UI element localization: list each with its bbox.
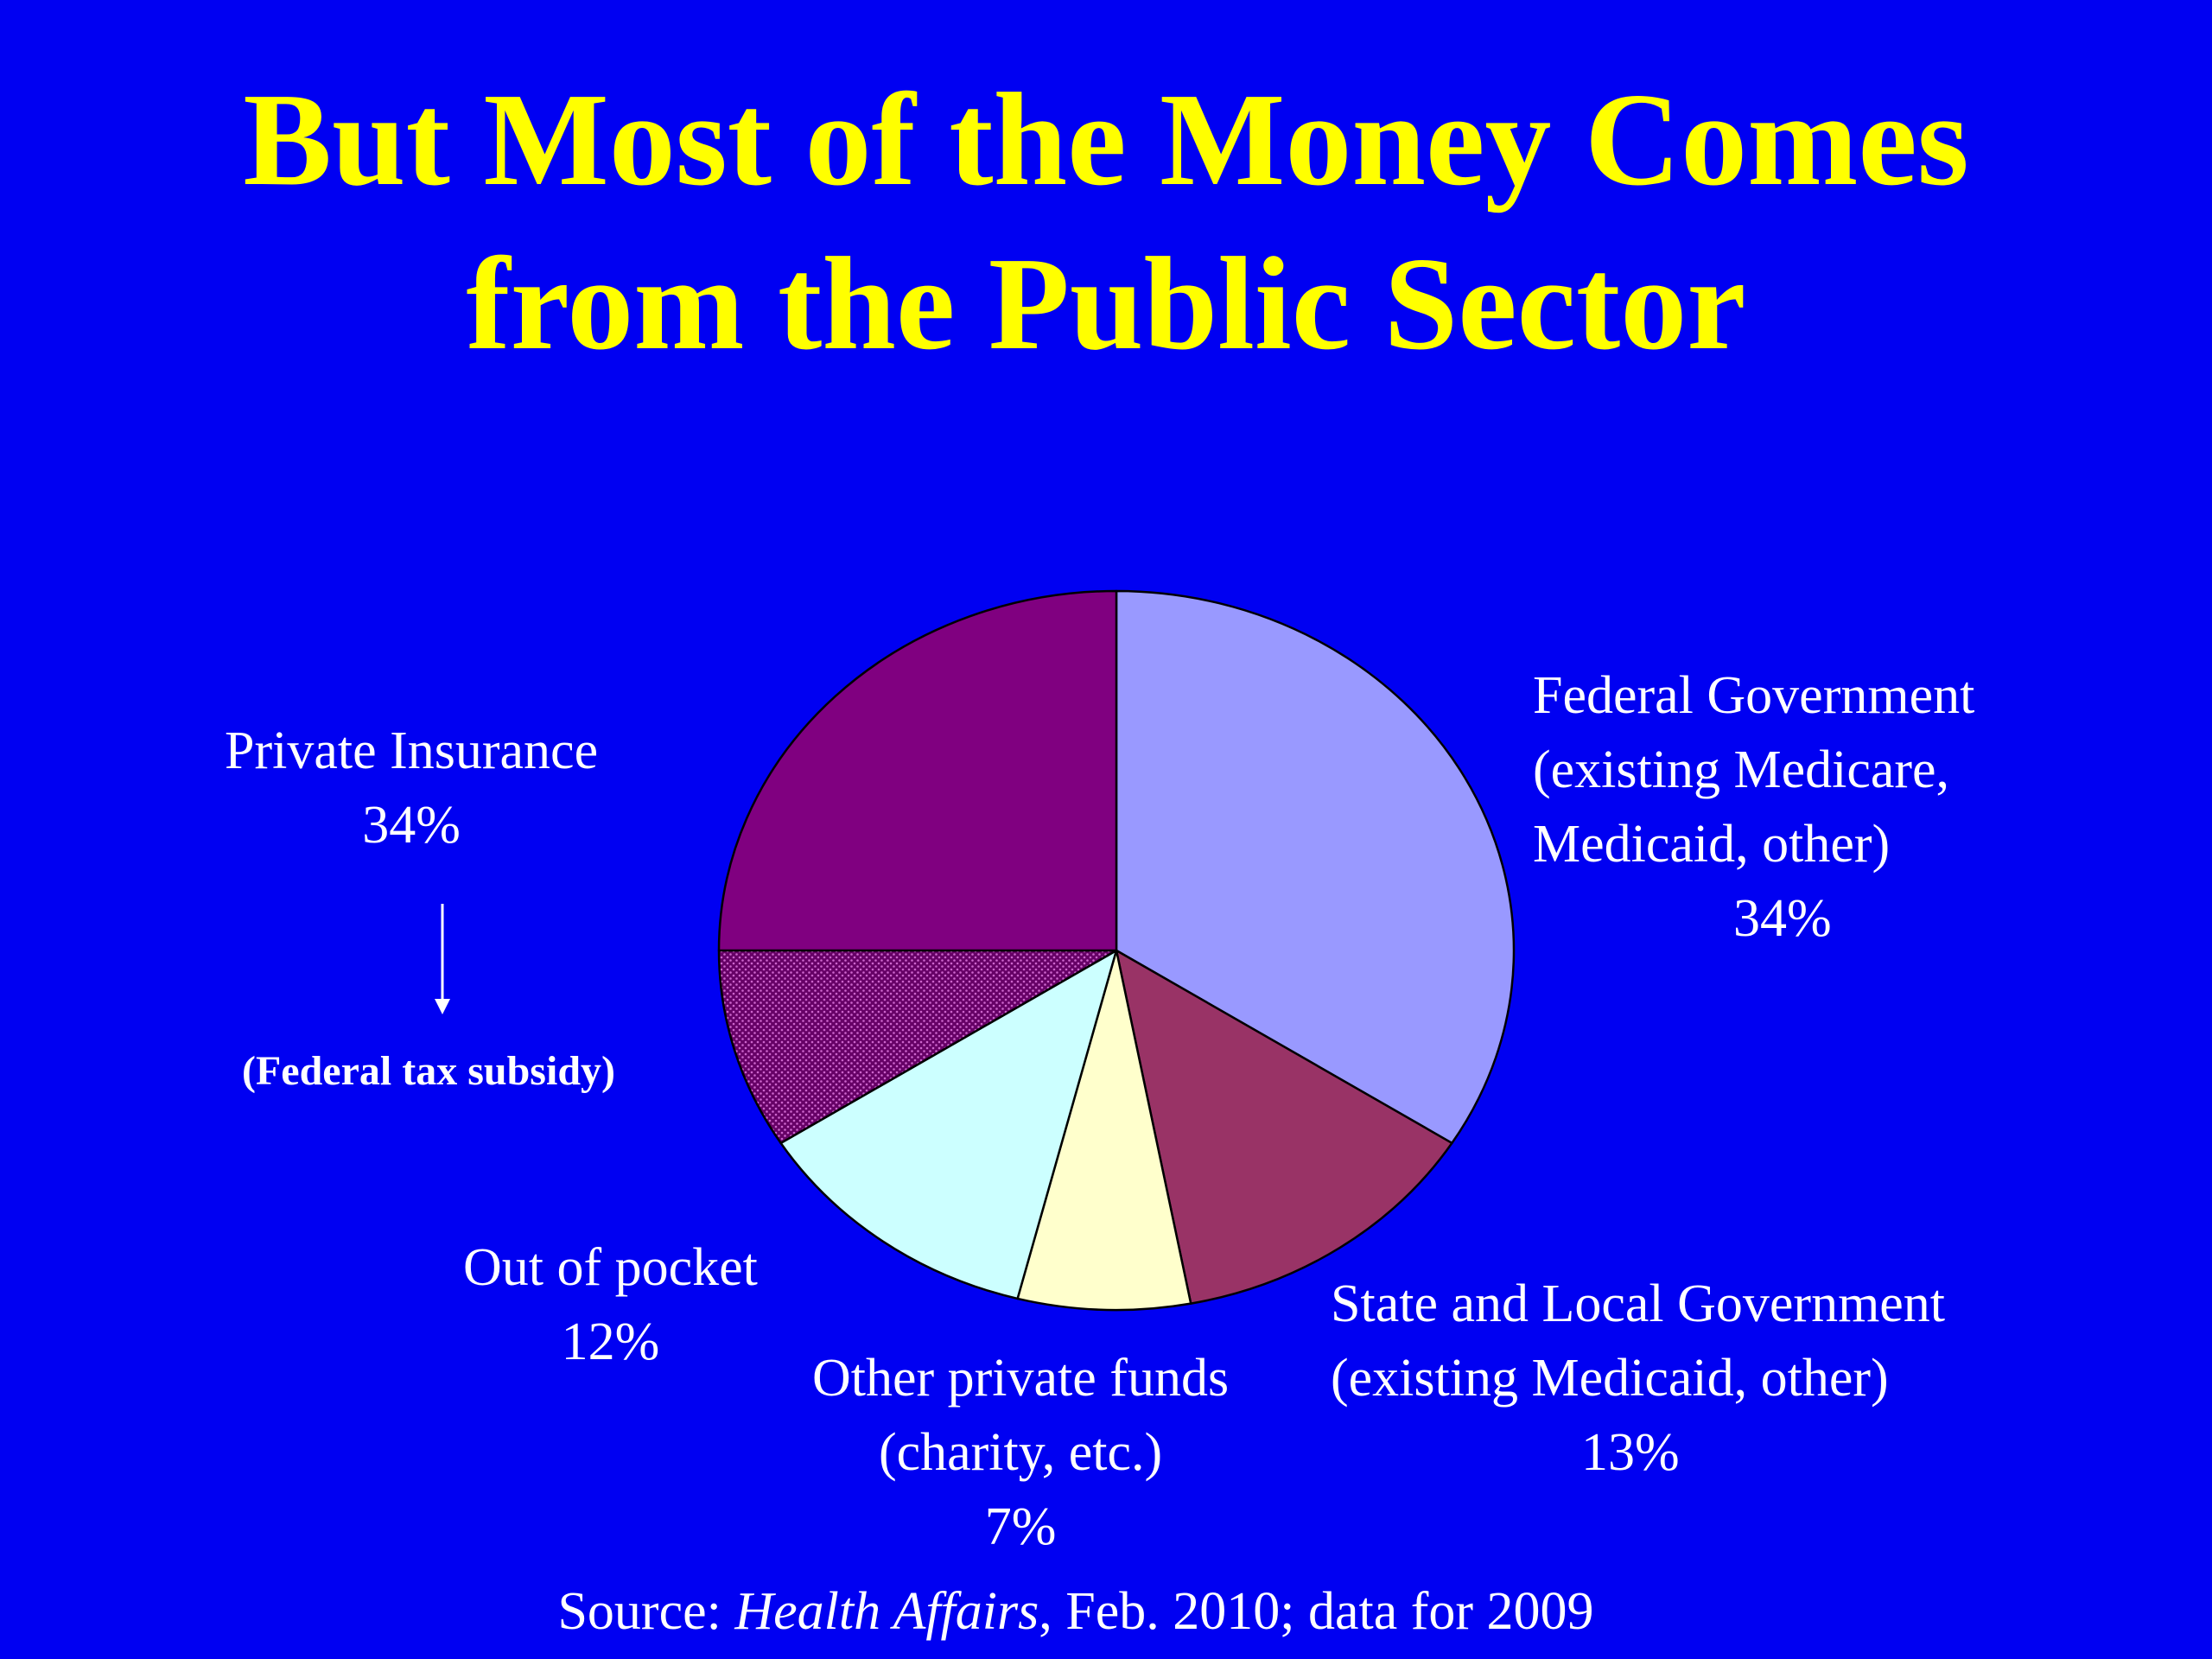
- label-state-percent: 13%: [1581, 1423, 1680, 1482]
- label-other-percent: 7%: [984, 1497, 1057, 1556]
- source-suffix: , Feb. 2010; data for 2009: [1039, 1582, 1594, 1641]
- label-private-insurance: Private Insurance 34%: [225, 714, 598, 862]
- label-out-of-pocket: Out of pocket 12%: [463, 1230, 758, 1379]
- pie-slice-other: [1016, 949, 1192, 1312]
- pie-slice-federal: [1115, 589, 1516, 1145]
- subsidy-arrow: [435, 904, 450, 1014]
- label-oop-percent: 12%: [561, 1313, 660, 1371]
- label-other-line-1: Other private funds: [812, 1349, 1230, 1408]
- label-private-percent: 34%: [362, 796, 461, 855]
- source-publication: Health Affairs: [734, 1582, 1039, 1641]
- label-federal-line-2: (existing Medicare,: [1533, 741, 1950, 799]
- slide-title-line-1: But Most of the Money Comes: [243, 67, 1969, 213]
- label-federal-percent: 34%: [1733, 889, 1832, 948]
- source-citation: Source: Health Affairs, Feb. 2010; data …: [0, 1574, 2152, 1649]
- label-federal-line-1: Federal Government: [1533, 666, 1975, 725]
- pie-slice-oop: [779, 949, 1118, 1300]
- label-oop-line-1: Out of pocket: [463, 1238, 758, 1297]
- label-other-private-funds: Other private funds (charity, etc.) 7%: [812, 1341, 1229, 1564]
- source-prefix: Source:: [557, 1582, 735, 1641]
- label-other-line-2: (charity, etc.): [878, 1423, 1163, 1482]
- label-state-line-1: State and Local Government: [1331, 1274, 1946, 1333]
- label-private-line-1: Private Insurance: [225, 721, 599, 780]
- pie-slice-private-subsidy: [717, 949, 1118, 1145]
- label-federal-line-3: Medicaid, other): [1533, 815, 1891, 874]
- label-federal-government: Federal Government (existing Medicare, M…: [1533, 658, 1974, 956]
- label-state-line-2: (existing Medicaid, other): [1331, 1349, 1889, 1408]
- label-state-local-government: State and Local Government (existing Med…: [1331, 1267, 1945, 1490]
- pie-slice-private: [717, 589, 1118, 952]
- pie-slice-state: [1115, 949, 1453, 1305]
- federal-tax-subsidy-note: (Federal tax subsidy): [242, 1048, 615, 1094]
- slide-title-line-2: from the Public Sector: [466, 231, 1746, 378]
